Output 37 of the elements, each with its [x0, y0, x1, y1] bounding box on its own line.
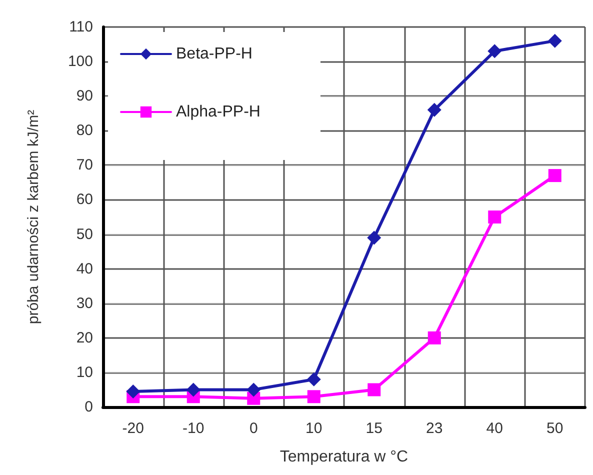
- legend-label: Alpha-PP-H: [176, 104, 260, 120]
- y-tick-label: 40: [76, 260, 93, 278]
- x-tick-label: 40: [486, 420, 503, 437]
- point: [126, 384, 140, 398]
- y-tick-label: 100: [68, 53, 93, 70]
- x-tick-label: 50: [546, 420, 564, 437]
- x-axis-title: Temperatura w °C: [280, 448, 408, 466]
- point: [367, 230, 382, 245]
- x-tick-label: 10: [306, 420, 322, 437]
- point: [428, 331, 441, 344]
- y-tick-label: 20: [76, 329, 93, 346]
- y-tick-label: 110: [69, 18, 93, 36]
- point: [307, 390, 320, 404]
- point: [186, 382, 200, 397]
- x-tick-label: -20: [122, 420, 144, 437]
- x-tick-label: 0: [249, 420, 258, 437]
- point: [368, 383, 381, 396]
- y-tick-label: 90: [76, 88, 93, 105]
- x-tick-label: 23: [426, 420, 443, 437]
- y-tick-label: 0: [84, 398, 93, 416]
- point: [427, 102, 442, 117]
- y-tick-label: 80: [76, 122, 93, 140]
- point: [306, 372, 321, 386]
- point: [548, 169, 562, 182]
- y-tick-label: 50: [76, 226, 93, 243]
- point: [488, 210, 502, 224]
- y-tick-label: 70: [76, 156, 93, 174]
- y-tick-label: 10: [76, 364, 93, 381]
- x-tick-label: 15: [366, 420, 382, 437]
- x-tick-label: -10: [182, 420, 204, 437]
- point: [548, 34, 562, 48]
- y-tick-label: 30: [76, 294, 93, 312]
- legend-label: Beta-PP-H: [176, 46, 252, 62]
- y-tick-label: 60: [76, 191, 93, 208]
- point: [246, 382, 261, 397]
- point: [488, 44, 502, 58]
- y-axis-title: próba udarności z karbem kJ/m²: [25, 110, 42, 324]
